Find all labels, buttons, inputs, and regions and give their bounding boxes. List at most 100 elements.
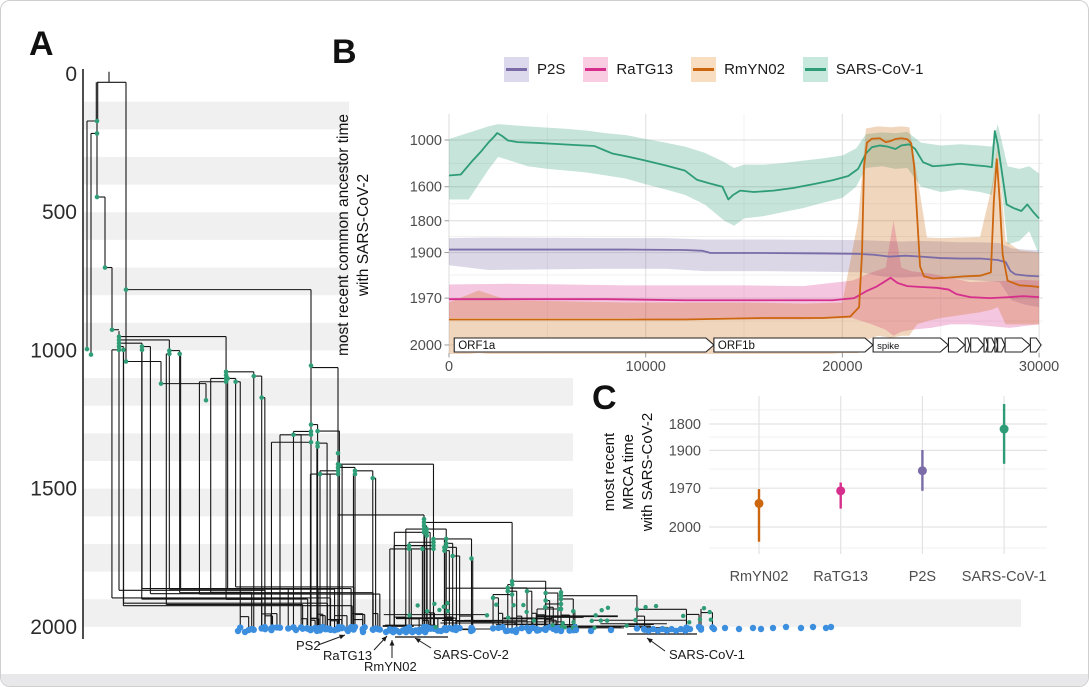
ci-ribbon-RaTG13 (449, 220, 1040, 336)
internal-node-dot (233, 379, 238, 385)
panel-c-x-category-label: RmYN02 (730, 569, 789, 585)
internal-node-dot (308, 363, 314, 368)
internal-node-dot (424, 533, 429, 538)
tip-dot (735, 625, 743, 633)
internal-node-dot (259, 395, 264, 400)
internal-node-dot (308, 422, 314, 427)
internal-node-dot (352, 468, 358, 474)
internal-node-dot (557, 606, 562, 612)
tip-dot (757, 625, 765, 633)
internal-node-dot (624, 623, 629, 628)
annotation-arrowhead (339, 634, 345, 640)
internal-node-dot (139, 347, 145, 353)
internal-node-dot (550, 622, 555, 628)
internal-node-dot (505, 615, 511, 620)
tip-dot (241, 628, 249, 636)
panel-b-y-tick-label: 2000 (410, 338, 442, 354)
internal-node-dot (543, 598, 548, 603)
internal-node-dot (116, 337, 122, 343)
internal-node-dot (317, 471, 323, 477)
internal-node-dot (335, 465, 341, 470)
internal-node-dot (406, 546, 412, 552)
mrca-line-P2S (449, 248, 1040, 278)
internal-node-dot (177, 351, 182, 357)
internal-node-dot (315, 428, 320, 434)
internal-node-dot (407, 613, 412, 618)
tree-node-dots (84, 118, 835, 636)
tip-dot (276, 624, 284, 631)
internal-node-dot (599, 607, 604, 613)
internal-node-dot (494, 602, 499, 607)
internal-node-dot (469, 556, 474, 561)
tip-dot (350, 624, 357, 631)
panel-c-y-axis-label-line1: most recent (601, 432, 618, 512)
tip-dot (542, 625, 549, 632)
internal-node-dot (521, 602, 526, 608)
internal-node-dot (431, 539, 436, 545)
tree-annotation-label: SARS-CoV-2 (433, 647, 509, 662)
internal-node-dot (505, 585, 511, 591)
internal-node-dot (559, 624, 565, 629)
ci-ribbon-RmYN02 (449, 126, 1040, 354)
internal-node-dot (94, 118, 100, 124)
legend-label: RmYN02 (724, 61, 785, 78)
internal-node-dot (109, 327, 115, 333)
tip-dot (316, 627, 324, 634)
tip-dot (452, 626, 460, 634)
internal-node-dot (431, 546, 436, 552)
panel-b-x-tick-label: 10000 (626, 359, 666, 375)
mrca-line-RmYN02 (449, 137, 1040, 321)
internal-node-dot (484, 613, 490, 618)
internal-node-dot (593, 613, 598, 618)
gene-box (983, 337, 989, 353)
internal-node-dot (543, 604, 548, 610)
legend-key-swatch (802, 57, 828, 82)
internal-node-dot (291, 432, 296, 438)
legend-label: SARS-CoV-1 (835, 61, 924, 78)
annotation-arrowhead (415, 638, 421, 643)
panel-b-y-axis-label-line1: most recent common ancestor time (335, 113, 352, 357)
tip-dot (359, 628, 367, 636)
internal-node-dot (680, 613, 686, 619)
gene-box-spike (872, 337, 950, 353)
tip-dot (422, 628, 429, 636)
tip-dot (697, 624, 705, 632)
internal-node-dot (450, 553, 455, 559)
legend-key-swatch (504, 57, 529, 82)
internal-node-dot (509, 582, 515, 587)
internal-node-dot (421, 523, 427, 529)
internal-node-dot (558, 596, 564, 602)
panel-b-y-tick-label: 1800 (410, 214, 442, 230)
tip-dot (749, 624, 757, 632)
internal-node-dot (370, 475, 376, 481)
panel-c-y-axis-label-line2: MRCA time (620, 434, 638, 510)
panel-c-x-category-label: P2S (909, 569, 936, 585)
tip-dot (234, 627, 242, 635)
internal-node-dot (158, 381, 164, 386)
panel-b-x-tick-label: 20000 (822, 359, 862, 375)
panel-c-y-axis-label-line3: with SARS-CoV-2 (639, 412, 657, 532)
internal-node-dot (687, 620, 692, 625)
tip-dot (587, 627, 595, 635)
tree-annotation-label: PS2 (296, 638, 321, 653)
tip-dot (822, 624, 830, 632)
legend-key-line-icon (804, 68, 826, 71)
panel-c-letter: C (592, 379, 617, 417)
gene-box (964, 337, 971, 353)
tip-dot (797, 624, 805, 632)
internal-node-dot (84, 346, 90, 352)
internal-node-dot (443, 544, 449, 549)
tip-dot (607, 626, 615, 634)
internal-node-dot (509, 592, 515, 597)
internal-node-dot (433, 624, 438, 630)
gene-box (1029, 337, 1042, 353)
internal-node-dot (633, 617, 638, 623)
panel-c-y-tick-label: 2000 (669, 520, 701, 536)
internal-node-dot (431, 543, 436, 548)
internal-node-dot (605, 605, 611, 610)
estimate-dot-RaTG13 (836, 486, 846, 496)
tip-dot (769, 624, 777, 632)
